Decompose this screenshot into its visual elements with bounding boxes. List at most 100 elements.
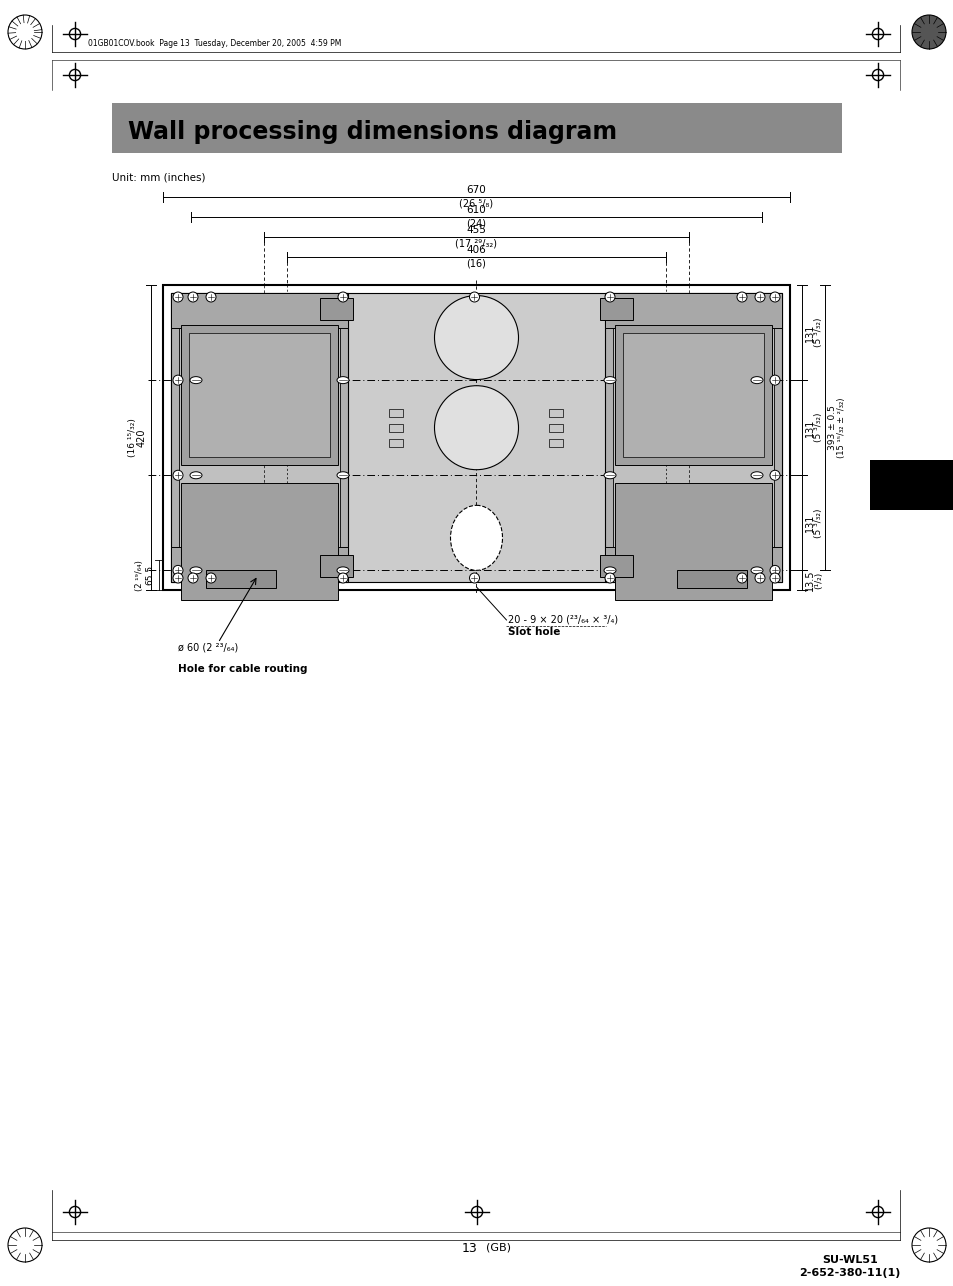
Text: (GB): (GB) <box>485 1244 511 1253</box>
Circle shape <box>911 15 945 49</box>
Text: 131: 131 <box>804 323 814 342</box>
Text: (16 ¹⁵/₃₂): (16 ¹⁵/₃₂) <box>128 418 137 457</box>
Text: (15 ¹⁵/₃₂ ± ²/₃₂): (15 ¹⁵/₃₂ ± ²/₃₂) <box>836 397 845 458</box>
Bar <box>112 103 841 153</box>
Circle shape <box>206 292 215 302</box>
Circle shape <box>172 376 183 385</box>
Ellipse shape <box>603 472 616 478</box>
Ellipse shape <box>190 567 202 574</box>
Text: (24): (24) <box>466 219 486 229</box>
Text: Unit: mm (inches): Unit: mm (inches) <box>112 174 205 183</box>
Bar <box>171 547 348 583</box>
Text: (17 ²⁹/₃₂): (17 ²⁹/₃₂) <box>455 239 497 249</box>
Bar <box>319 298 353 320</box>
Bar <box>179 301 339 574</box>
Circle shape <box>337 292 348 302</box>
Text: 420: 420 <box>137 428 147 446</box>
Circle shape <box>769 376 780 385</box>
Ellipse shape <box>450 505 502 570</box>
Bar <box>206 570 275 589</box>
Circle shape <box>604 292 615 302</box>
Bar <box>549 423 563 432</box>
Ellipse shape <box>336 472 349 478</box>
Text: 13.5: 13.5 <box>804 570 814 592</box>
Text: 01GB01COV.book  Page 13  Tuesday, December 20, 2005  4:59 PM: 01GB01COV.book Page 13 Tuesday, December… <box>88 39 341 48</box>
Text: ø 60 (2 ²³/₆₄): ø 60 (2 ²³/₆₄) <box>178 643 238 653</box>
Circle shape <box>911 1228 945 1262</box>
Circle shape <box>8 15 42 49</box>
Ellipse shape <box>750 567 762 574</box>
Circle shape <box>188 574 198 583</box>
Circle shape <box>737 574 746 583</box>
Text: (¹/₂): (¹/₂) <box>813 571 822 589</box>
Bar <box>613 301 773 574</box>
Bar <box>549 439 563 446</box>
Text: SU-WL51: SU-WL51 <box>821 1255 877 1265</box>
Text: (5 ³/₃₂): (5 ³/₃₂) <box>813 508 822 538</box>
Circle shape <box>206 574 215 583</box>
Bar <box>189 333 330 458</box>
Bar <box>599 556 633 577</box>
Text: 131: 131 <box>804 513 814 532</box>
Text: Hole for cable routing: Hole for cable routing <box>178 664 307 674</box>
Bar <box>615 325 771 466</box>
Circle shape <box>754 574 764 583</box>
Circle shape <box>469 292 479 302</box>
Bar <box>389 409 403 417</box>
Circle shape <box>172 471 183 480</box>
Text: 406: 406 <box>466 246 486 255</box>
Ellipse shape <box>190 472 202 478</box>
Text: (2 ¹⁹/₆₄): (2 ¹⁹/₆₄) <box>135 559 144 590</box>
Text: (5 ³/₃₂): (5 ³/₃₂) <box>813 318 822 347</box>
Ellipse shape <box>603 377 616 383</box>
Ellipse shape <box>750 472 762 478</box>
Circle shape <box>434 386 518 469</box>
Circle shape <box>172 292 183 302</box>
Circle shape <box>769 574 780 583</box>
Circle shape <box>469 574 479 583</box>
Text: (16): (16) <box>466 258 486 269</box>
Bar <box>604 547 781 583</box>
Bar <box>181 484 337 601</box>
Bar <box>615 484 771 601</box>
Text: Slot hole: Slot hole <box>508 628 560 637</box>
Text: (5 ³/₃₂): (5 ³/₃₂) <box>813 413 822 442</box>
Text: 2-652-380-11(1): 2-652-380-11(1) <box>799 1268 900 1278</box>
Circle shape <box>769 471 780 480</box>
Bar <box>869 460 953 511</box>
Bar <box>622 333 763 458</box>
Bar <box>389 423 403 432</box>
Ellipse shape <box>603 567 616 574</box>
Bar <box>163 285 789 590</box>
Text: 65.5: 65.5 <box>145 565 153 585</box>
Bar <box>171 293 781 583</box>
Ellipse shape <box>336 377 349 383</box>
Text: Wall processing dimensions diagram: Wall processing dimensions diagram <box>128 120 617 144</box>
Ellipse shape <box>336 567 349 574</box>
Circle shape <box>769 292 780 302</box>
Bar <box>549 409 563 417</box>
Circle shape <box>337 574 348 583</box>
Ellipse shape <box>750 377 762 383</box>
Circle shape <box>737 292 746 302</box>
Circle shape <box>172 566 183 575</box>
Circle shape <box>604 574 615 583</box>
Bar <box>599 298 633 320</box>
Bar <box>171 293 348 583</box>
Bar <box>389 439 403 446</box>
Circle shape <box>434 296 518 379</box>
Bar <box>171 293 348 328</box>
Text: 455: 455 <box>466 225 486 235</box>
Circle shape <box>172 574 183 583</box>
Text: 20 - 9 × 20 (²³/₆₄ × ³/₄): 20 - 9 × 20 (²³/₆₄ × ³/₄) <box>508 615 618 625</box>
Bar <box>677 570 746 589</box>
Ellipse shape <box>190 377 202 383</box>
Text: 670: 670 <box>466 185 486 195</box>
Bar <box>604 293 781 328</box>
Circle shape <box>754 292 764 302</box>
Text: 131: 131 <box>804 418 814 437</box>
Bar <box>604 293 781 583</box>
Circle shape <box>769 566 780 575</box>
Circle shape <box>8 1228 42 1262</box>
Circle shape <box>188 292 198 302</box>
